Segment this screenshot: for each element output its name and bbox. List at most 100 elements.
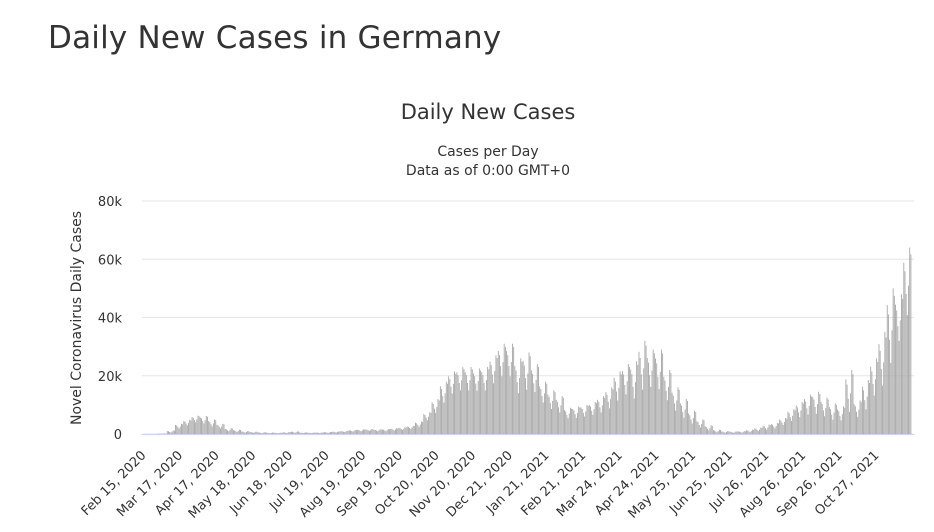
daily-bar[interactable]	[664, 380, 666, 434]
daily-bar[interactable]	[809, 394, 811, 434]
daily-bar[interactable]	[718, 429, 720, 434]
daily-bar[interactable]	[296, 431, 298, 434]
daily-bar[interactable]	[619, 371, 621, 434]
daily-bar[interactable]	[585, 411, 587, 434]
daily-bar[interactable]	[256, 431, 258, 434]
daily-bar[interactable]	[512, 343, 513, 434]
daily-bar[interactable]	[668, 386, 669, 434]
daily-bar[interactable]	[798, 412, 800, 434]
daily-bar[interactable]	[638, 351, 640, 434]
daily-bar[interactable]	[539, 386, 541, 434]
daily-bar[interactable]	[721, 431, 723, 434]
daily-bar[interactable]	[800, 410, 802, 434]
daily-bar[interactable]	[770, 424, 772, 434]
daily-bar[interactable]	[551, 408, 552, 434]
daily-bar[interactable]	[368, 430, 370, 434]
daily-bar[interactable]	[376, 430, 377, 434]
daily-bar[interactable]	[264, 432, 266, 434]
daily-bar[interactable]	[561, 396, 563, 434]
daily-bar[interactable]	[562, 397, 564, 434]
daily-bar[interactable]	[623, 374, 625, 434]
daily-bar[interactable]	[711, 425, 713, 434]
daily-bar[interactable]	[242, 431, 244, 434]
daily-bar[interactable]	[341, 431, 343, 434]
daily-bar[interactable]	[776, 422, 778, 434]
daily-bar[interactable]	[883, 362, 885, 434]
daily-bar[interactable]	[691, 423, 693, 434]
daily-bar[interactable]	[595, 403, 597, 434]
daily-bar[interactable]	[506, 351, 508, 434]
daily-bar[interactable]	[393, 430, 395, 435]
daily-bar[interactable]	[590, 406, 591, 434]
daily-bar[interactable]	[185, 423, 187, 434]
daily-bar[interactable]	[308, 432, 310, 434]
daily-bar[interactable]	[333, 431, 335, 434]
daily-bar[interactable]	[746, 430, 747, 434]
daily-bar[interactable]	[168, 431, 169, 434]
daily-bar[interactable]	[713, 430, 714, 434]
daily-bar[interactable]	[348, 430, 350, 434]
daily-bar[interactable]	[306, 432, 308, 434]
daily-bar[interactable]	[731, 432, 733, 434]
daily-bar[interactable]	[811, 396, 813, 434]
daily-bar[interactable]	[607, 401, 609, 434]
daily-bar[interactable]	[652, 349, 654, 434]
daily-bar[interactable]	[461, 380, 463, 434]
daily-bar[interactable]	[559, 412, 561, 434]
daily-bar[interactable]	[199, 417, 201, 434]
daily-bar[interactable]	[831, 414, 833, 434]
daily-bar[interactable]	[724, 432, 726, 434]
daily-bar[interactable]	[398, 427, 400, 434]
daily-bar[interactable]	[449, 379, 451, 434]
daily-bar[interactable]	[470, 367, 472, 434]
daily-bar[interactable]	[808, 405, 810, 434]
daily-bar[interactable]	[864, 400, 866, 434]
daily-bar[interactable]	[759, 429, 761, 434]
daily-bar[interactable]	[309, 433, 311, 434]
daily-bar[interactable]	[495, 355, 497, 434]
bars-series[interactable]	[150, 247, 912, 435]
daily-bar[interactable]	[497, 351, 499, 434]
daily-bar[interactable]	[553, 390, 555, 434]
daily-bar[interactable]	[828, 407, 830, 434]
daily-bar[interactable]	[373, 429, 375, 434]
daily-bar[interactable]	[832, 419, 834, 434]
daily-bar[interactable]	[247, 431, 249, 434]
daily-bar[interactable]	[775, 425, 777, 434]
daily-bar[interactable]	[709, 428, 711, 434]
daily-bar[interactable]	[165, 433, 167, 434]
daily-bar[interactable]	[815, 413, 817, 434]
daily-bar[interactable]	[421, 421, 422, 434]
daily-bar[interactable]	[424, 415, 426, 434]
daily-bar[interactable]	[331, 432, 333, 434]
daily-bar[interactable]	[804, 399, 805, 434]
daily-bar[interactable]	[423, 413, 425, 434]
daily-bar[interactable]	[410, 428, 412, 434]
daily-bar[interactable]	[560, 405, 562, 434]
daily-bar[interactable]	[890, 362, 892, 434]
daily-bar[interactable]	[529, 356, 531, 434]
daily-bar[interactable]	[272, 432, 273, 434]
daily-bar[interactable]	[773, 426, 775, 434]
daily-bar[interactable]	[899, 320, 901, 434]
daily-bar[interactable]	[277, 433, 279, 434]
daily-bar[interactable]	[283, 432, 285, 434]
daily-bar[interactable]	[833, 412, 835, 434]
daily-bar[interactable]	[342, 431, 344, 434]
daily-bar[interactable]	[438, 400, 440, 434]
daily-bar[interactable]	[282, 432, 284, 434]
daily-bar[interactable]	[752, 429, 753, 434]
daily-bar[interactable]	[230, 428, 232, 434]
daily-bar[interactable]	[189, 419, 191, 434]
daily-bar[interactable]	[565, 411, 567, 434]
daily-bar[interactable]	[675, 410, 677, 434]
daily-bar[interactable]	[717, 431, 719, 434]
daily-bar[interactable]	[366, 429, 368, 434]
daily-bar[interactable]	[701, 424, 703, 434]
daily-bar[interactable]	[207, 416, 208, 434]
daily-bar[interactable]	[351, 431, 353, 434]
daily-bar[interactable]	[567, 418, 569, 434]
daily-bar[interactable]	[841, 414, 843, 434]
daily-bar[interactable]	[865, 409, 867, 434]
daily-bar[interactable]	[469, 380, 471, 434]
